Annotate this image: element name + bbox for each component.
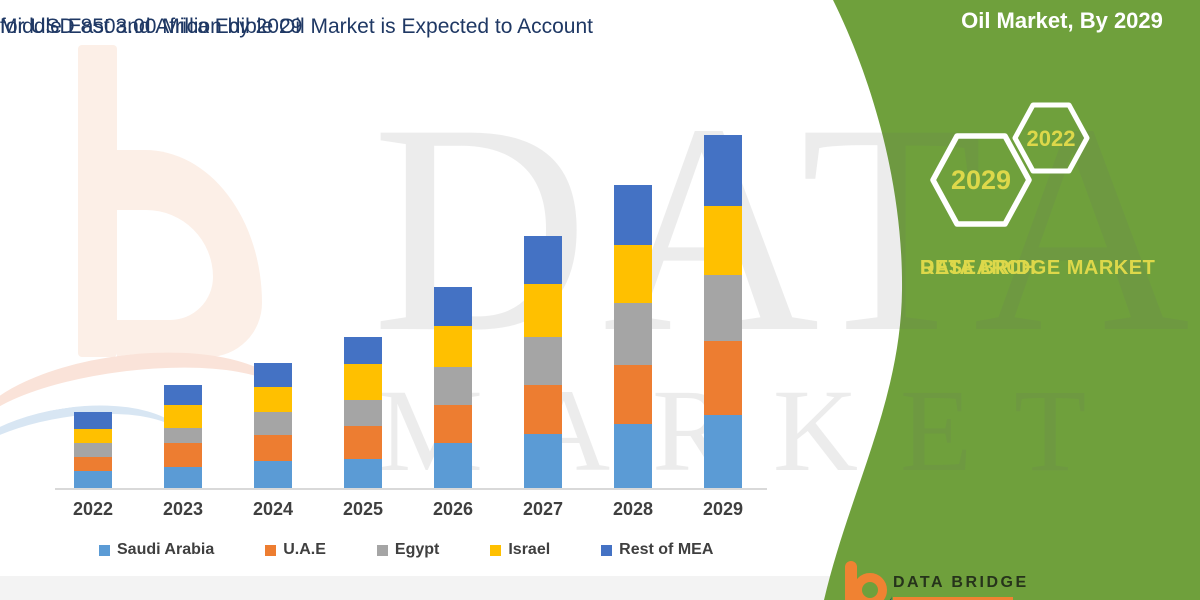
bar-2026-egypt: [434, 366, 472, 406]
legend-item-saudi-arabia: Saudi Arabia: [99, 541, 214, 559]
bar-2029-rest-of-mea: [704, 135, 742, 207]
bar-2028-rest-of-mea: [614, 184, 652, 245]
bar-2024-u-a-e: [254, 434, 292, 462]
bar-2029-saudi-arabia: [704, 415, 742, 488]
bar-2028-saudi-arabia: [614, 423, 652, 488]
bar-2027-rest-of-mea: [524, 236, 562, 285]
bar-2029-u-a-e: [704, 341, 742, 416]
bar-2022-saudi-arabia: [74, 470, 112, 488]
bar-2026-rest-of-mea: [434, 286, 472, 327]
bar-2028-u-a-e: [614, 365, 652, 424]
legend-label: Rest of MEA: [619, 541, 714, 558]
bar-2022-u-a-e: [74, 456, 112, 471]
bar-2027-u-a-e: [524, 385, 562, 434]
chart-title-line1: Middle East and Africa Edible Oil Market…: [0, 15, 593, 38]
bar-2022-israel: [74, 428, 112, 443]
bar-2027-egypt: [524, 336, 562, 386]
bar-2026-israel: [434, 326, 472, 367]
bar-2027-israel: [524, 284, 562, 337]
bar-2026-u-a-e: [434, 405, 472, 443]
bar-2024-saudi-arabia: [254, 461, 292, 488]
bar-2023-rest-of-mea: [164, 385, 202, 405]
x-axis-label-2024: 2024: [252, 499, 294, 519]
bar-2023-saudi-arabia: [164, 467, 202, 488]
bar-2029-israel: [704, 206, 742, 276]
hexagon-2022-label: 2022: [1027, 126, 1076, 151]
bar-2022-egypt: [74, 442, 112, 457]
legend-swatch-icon: [376, 544, 388, 556]
bar-2028-egypt: [614, 303, 652, 366]
hexagon-2029-label: 2029: [951, 165, 1011, 195]
hexagon-2022: 2022: [1012, 102, 1090, 174]
bar-2025-u-a-e: [344, 426, 382, 459]
bar-2023-egypt: [164, 428, 202, 444]
left-logo-watermark-bar: [78, 45, 117, 357]
bar-2025-saudi-arabia: [344, 458, 382, 488]
bottom-light-band: [0, 576, 835, 600]
chart-legend: Saudi Arabia U.A.E Egypt Israel Rest of MEA: [99, 541, 713, 559]
x-axis-label-2023: 2023: [162, 499, 204, 519]
footer-logo-brand-text: DATA BRIDGE: [893, 574, 1029, 591]
bar-2024-israel: [254, 387, 292, 413]
x-axis-label-2025: 2025: [342, 499, 384, 519]
bar-2024-rest-of-mea: [254, 362, 292, 388]
x-axis-label-2022: 2022: [72, 499, 114, 519]
legend-label: Israel: [508, 541, 551, 558]
chart-title-line2: for USD 8503.00 Million by 2029: [0, 15, 303, 38]
bar-2022-rest-of-mea: [74, 412, 112, 429]
x-axis-label-2029: 2029: [702, 499, 744, 519]
bar-2025-israel: [344, 364, 382, 400]
bar-2023-u-a-e: [164, 443, 202, 468]
brand-line1: DATA BRIDGE MARKET: [920, 257, 1156, 279]
legend-item-rest-of-mea: Rest of MEA: [601, 541, 713, 559]
bar-2029-egypt: [704, 275, 742, 342]
watermark-line1: DATA BRIDGE: [372, 62, 1200, 394]
side-panel-heading: Oil Market, By 2029: [961, 8, 1163, 33]
legend-label: U.A.E: [283, 541, 326, 558]
bar-2027-saudi-arabia: [524, 433, 562, 488]
bar-2024-egypt: [254, 412, 292, 435]
legend-swatch-icon: [99, 544, 110, 556]
footer-logo-b-bowl-icon: [853, 573, 887, 600]
x-axis-label-2028: 2028: [612, 499, 654, 519]
brand-line2: RESEARCH: [920, 257, 1037, 279]
hexagon-2029: 2029: [930, 133, 1032, 227]
bar-2023-israel: [164, 404, 202, 429]
x-axis-label-2027: 2027: [522, 499, 564, 519]
legend-label: Saudi Arabia: [117, 541, 215, 558]
legend-swatch-icon: [490, 544, 502, 556]
footer-logo-clipped-strip: [893, 597, 1013, 600]
bar-2026-saudi-arabia: [434, 442, 472, 488]
legend-swatch-icon: [601, 544, 613, 556]
bar-2025-egypt: [344, 399, 382, 427]
legend-swatch-icon: [265, 544, 277, 556]
x-axis-label-2026: 2026: [432, 499, 474, 519]
bar-2028-israel: [614, 245, 652, 304]
x-axis-line: [55, 488, 767, 490]
legend-item-egypt: Egypt: [376, 541, 440, 559]
legend-item-u-a-e: U.A.E: [265, 541, 326, 559]
bar-2025-rest-of-mea: [344, 336, 382, 365]
watermark-line2: MARKET RESEARCH: [378, 365, 1200, 496]
legend-label: Egypt: [394, 541, 440, 558]
legend-item-israel: Israel: [490, 541, 550, 559]
